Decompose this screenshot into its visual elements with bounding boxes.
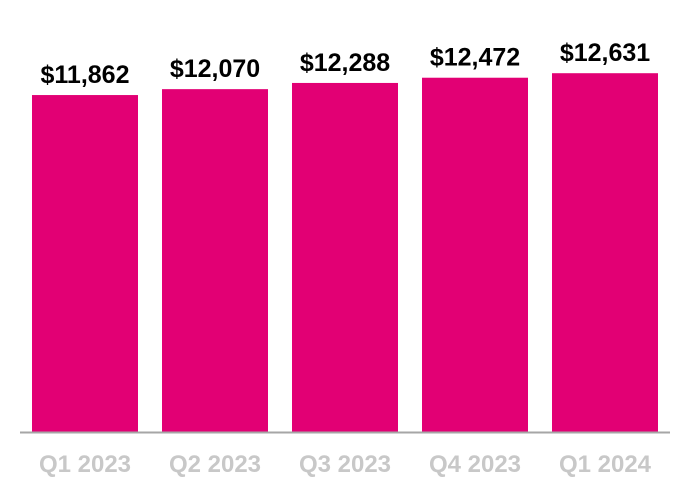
bar-q2-2023 [162,89,268,432]
x-tick-label-q4-2023: Q4 2023 [429,451,521,478]
bar-q3-2023 [292,82,398,433]
data-label-q4-2023: $12,472 [430,44,520,72]
bar-q4-2023 [422,77,528,432]
x-axis-tick-labels-group: Q1 2023 Q2 2023 Q3 2023 Q4 2023 Q1 2024 [39,451,652,478]
data-label-q1-2023: $11,862 [41,61,130,89]
data-label-q2-2023: $12,070 [170,55,260,83]
x-tick-label-q2-2023: Q2 2023 [169,451,261,478]
bars-group [32,73,658,433]
bar-q1-2023 [32,95,138,432]
x-tick-label-q1-2024: Q1 2024 [559,451,652,478]
data-labels-group: $11,862 $12,070 $12,288 $12,472 $12,631 [41,39,651,89]
bar-q1-2024 [552,73,658,433]
x-tick-label-q3-2023: Q3 2023 [299,451,391,478]
data-label-q1-2024: $12,631 [560,39,650,67]
x-tick-label-q1-2023: Q1 2023 [39,451,131,478]
data-label-q3-2023: $12,288 [300,49,390,77]
